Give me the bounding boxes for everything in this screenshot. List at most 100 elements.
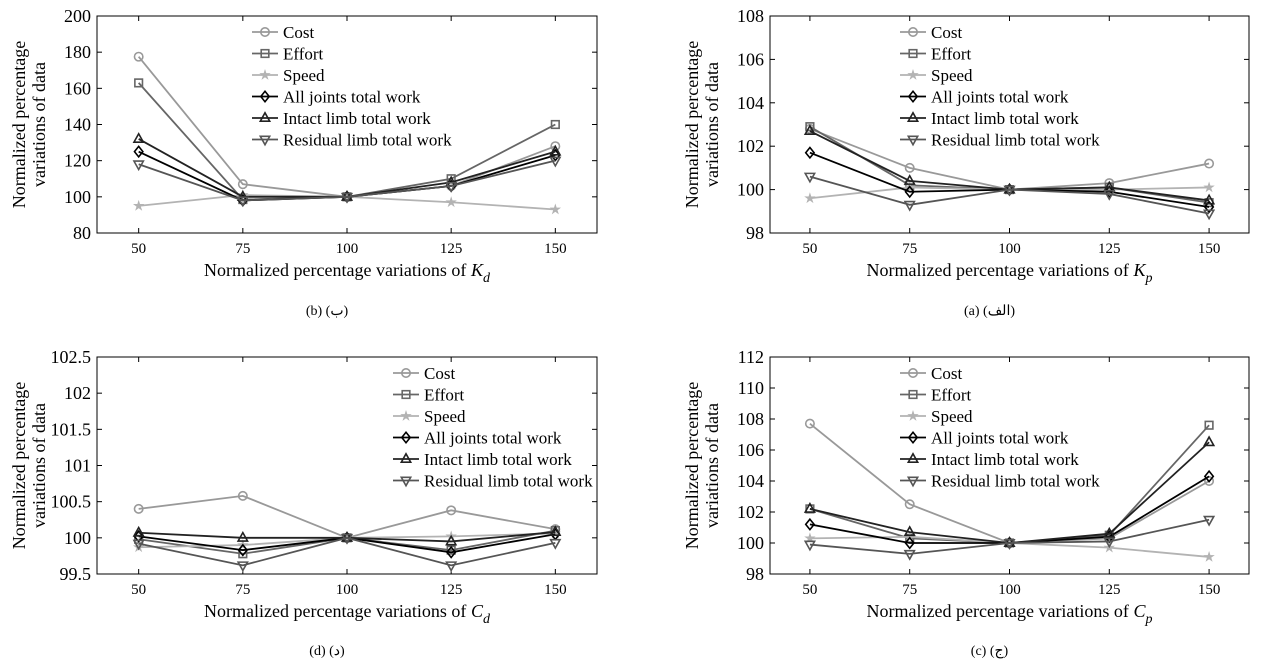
x-axis-label: Normalized percentage variations of Kd [204,260,491,286]
y-axis-label: Normalized percentagevariations of data [9,41,49,208]
y-tick-label: 110 [738,378,764,398]
panel-caption: (a) (الف) [964,304,1015,319]
legend-label: Cost [283,23,314,42]
marker-triangle-up [1203,193,1216,205]
y-axis-label-line: Normalized percentage [9,41,29,208]
series-line [809,175,1210,215]
y-tick-label: 80 [73,223,91,243]
x-tick-label: 150 [1198,582,1221,598]
marker-square [134,78,144,88]
x-tick-label: 125 [440,241,463,257]
marker-triangle-up [399,452,413,464]
marker-circle [804,418,815,429]
legend-entry: Residual limb total work [900,472,1100,491]
chart-panel-1: 80 100 120 140 160 180 200 50 75 100 125 150 Normali… [9,6,598,319]
marker-triangle-down [906,135,920,147]
y-tick-label: 180 [64,42,91,62]
x-tick-label: 75 [235,582,250,598]
marker-triangle-down [1203,209,1216,221]
marker-triangle-up [1103,526,1116,538]
legend-entry: Cost [900,23,962,42]
marker-triangle-down [445,181,458,193]
marker-square [401,389,411,400]
x-tick-label: 50 [802,241,817,257]
legend-label: Speed [424,407,466,426]
y-tick-label: 106 [737,440,764,460]
legend-entry: Intact limb total work [900,450,1079,469]
marker-triangle-down [258,135,272,147]
marker-star [259,69,271,80]
marker-triangle-up [903,525,916,537]
marker-diamond [400,431,412,444]
x-axis-label-variable: C [471,601,484,621]
y-axis-label: Normalized percentagevariations of data [9,382,49,549]
y-tick-label: 102 [737,136,764,156]
legend-label: Speed [283,66,325,85]
marker-triangle-up [258,111,272,122]
x-tick-label: 150 [544,582,567,598]
y-tick-label: 102 [737,502,764,522]
marker-diamond [907,90,919,103]
marker-circle [446,505,457,516]
legend: Cost Effort Speed All joints total work Inta… [252,23,452,150]
marker-star [400,410,412,421]
legend-entry: Intact limb total work [900,109,1079,128]
y-tick-label: 100 [64,187,91,207]
marker-triangle-up [340,530,354,542]
y-tick-label: 98 [746,564,764,584]
legend-label: Intact limb total work [424,450,572,469]
x-tick-label: 125 [1098,582,1121,598]
legend-label: Residual limb total work [931,131,1100,150]
marker-triangle-up [1003,536,1016,548]
marker-triangle-down [399,476,413,488]
y-tick-label: 108 [737,409,764,429]
y-tick-label: 100.5 [51,492,92,512]
legend-label: Residual limb total work [283,131,452,150]
series-residual-limb-total-work [803,515,1216,561]
legend-entry: Speed [252,66,325,85]
x-tick-label: 50 [131,241,146,257]
marker-triangle-down [132,160,145,172]
legend-label: Intact limb total work [931,450,1079,469]
legend-label: Intact limb total work [283,109,431,128]
legend-entry: Cost [393,364,455,383]
x-tick-label: 100 [998,241,1021,257]
legend-entry: Cost [900,364,962,383]
legend-entry: Intact limb total work [252,109,431,128]
marker-diamond [804,517,816,531]
marker-triangle-down [903,200,916,212]
legend-label: Effort [931,386,972,405]
marker-circle [259,26,270,37]
marker-circle [237,179,248,190]
legend-entry: All joints total work [900,88,1069,107]
legend: Cost Effort Speed All joints total work Inta… [900,364,1100,491]
y-tick-label: 102 [64,383,91,403]
y-tick-label: 101 [64,456,91,476]
marker-circle [1204,158,1215,169]
marker-star [907,410,919,421]
y-axis-label-line: variations of data [702,62,722,187]
marker-triangle-down [549,156,562,168]
marker-square [550,119,560,130]
y-tick-label: 108 [737,6,764,26]
x-axis-label: Normalized percentage variations of Cp [867,601,1153,627]
marker-triangle-up [236,530,249,542]
x-axis-label-variable: C [1133,601,1146,621]
legend-entry: Speed [900,66,973,85]
series-residual-limb-total-work [803,172,1216,221]
marker-star [549,203,562,215]
series-line [138,536,556,567]
y-tick-label: 140 [64,115,91,135]
marker-star [804,532,816,544]
panel-caption: (c) (ج) [971,644,1009,659]
legend-label: Effort [424,386,465,405]
marker-triangle-up [132,132,145,143]
legend-entry: All joints total work [900,429,1069,448]
marker-triangle-up [549,525,562,537]
x-axis-label-text: Normalized percentage variations of [867,260,1134,280]
y-axis-label-line: variations of data [702,403,722,528]
legend-label: Cost [931,364,962,383]
x-axis-label: Normalized percentage variations of Kp [867,260,1153,286]
legend-label: Speed [931,66,973,85]
